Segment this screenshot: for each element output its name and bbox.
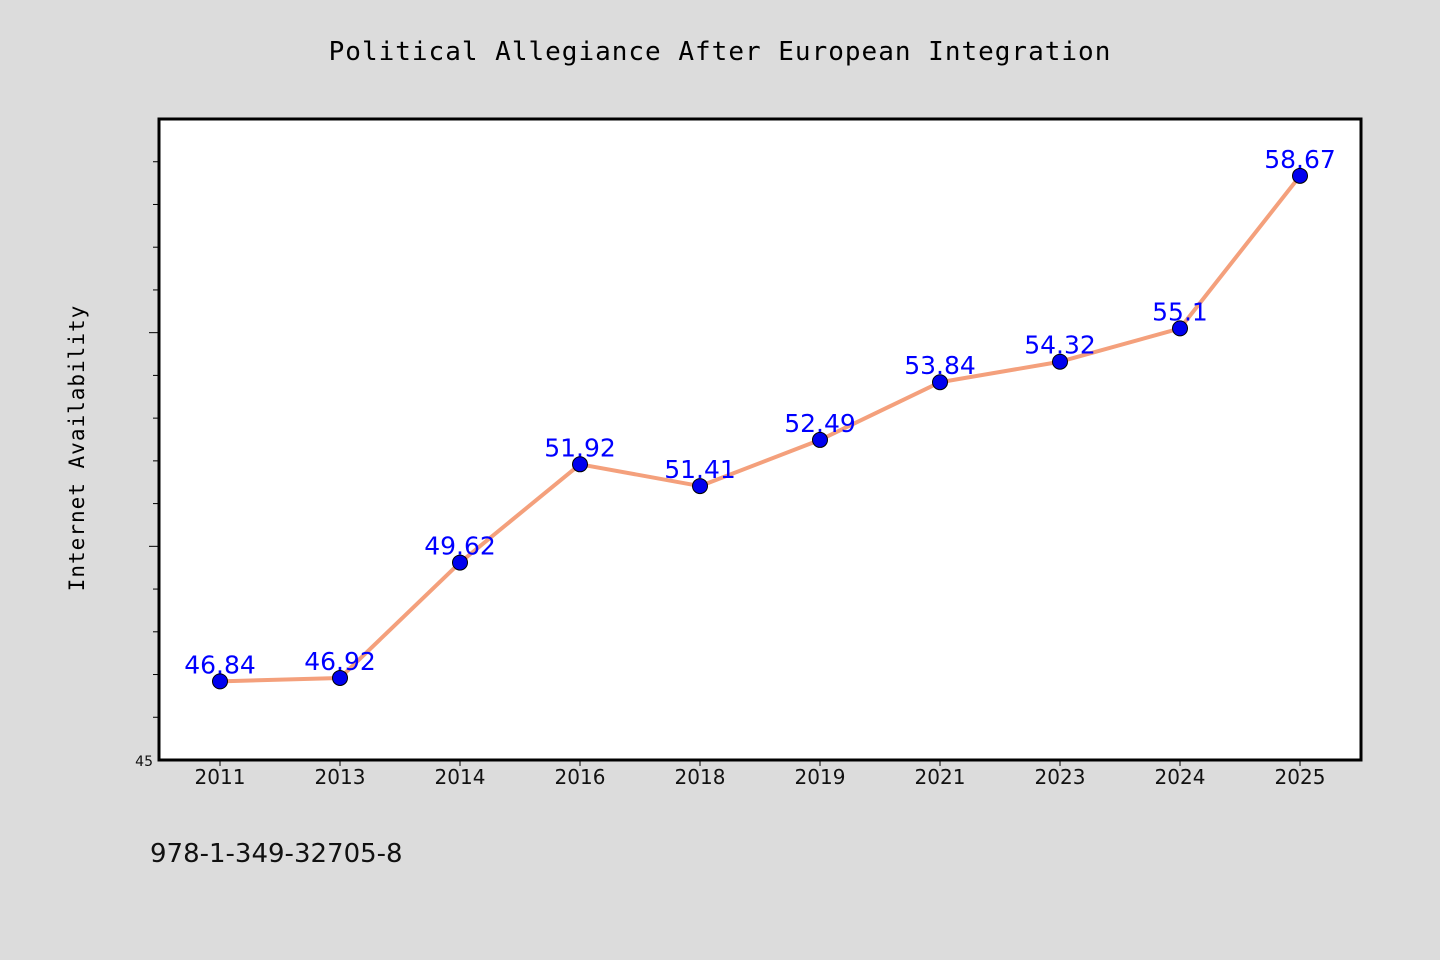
x-tick-label: 2019 [795,765,846,789]
series-line-group [219,174,1302,684]
x-tick-label: 2025 [1275,765,1326,789]
y-axis-label: Internet Availability [65,305,89,592]
data-label: 51.92 [544,433,616,462]
data-point [932,374,948,391]
data-label: 55.1 [1152,297,1208,326]
data-label: 49.62 [424,532,496,561]
data-point [212,673,228,690]
data-label: 53.84 [904,351,976,380]
x-tick-label: 2011 [195,765,246,789]
data-label: 51.41 [664,455,736,484]
data-point [812,431,828,448]
data-markers [212,167,1308,690]
series-line [219,174,1302,684]
x-tick-label: 2024 [1155,765,1206,789]
data-label: 46.84 [184,650,256,679]
x-tick-label: 2016 [555,765,606,789]
y-tick-label-min: 45 [135,754,153,770]
plot-area [157,117,1363,762]
data-point [1172,320,1188,337]
isbn-footer: 978-1-349-32705-8 [150,839,403,869]
x-tick-label: 2018 [675,765,726,789]
x-axis-ticks: 2011 2013 2014 2016 2018 2019 2021 2023 2024 2025 [195,760,1326,789]
data-label: 54.32 [1024,331,1096,360]
data-labels: 46.84 46.92 49.62 51.92 51.41 52.49 53.84 54.32… [184,145,1336,680]
x-tick-label: 2014 [435,765,486,789]
x-tick-label: 2013 [315,765,366,789]
data-point [332,669,348,686]
data-label: 52.49 [784,409,856,438]
data-point [692,478,708,495]
y-axis-ticks [149,161,159,718]
chart-title: Political Allegiance After European Inte… [329,37,1112,67]
data-point [452,554,468,571]
data-label: 58.67 [1264,145,1336,174]
data-point [1292,167,1308,184]
data-label: 46.92 [304,647,376,676]
x-tick-label: 2021 [915,765,966,789]
x-tick-label: 2023 [1035,765,1086,789]
data-point [572,456,588,473]
data-point [1052,353,1068,370]
